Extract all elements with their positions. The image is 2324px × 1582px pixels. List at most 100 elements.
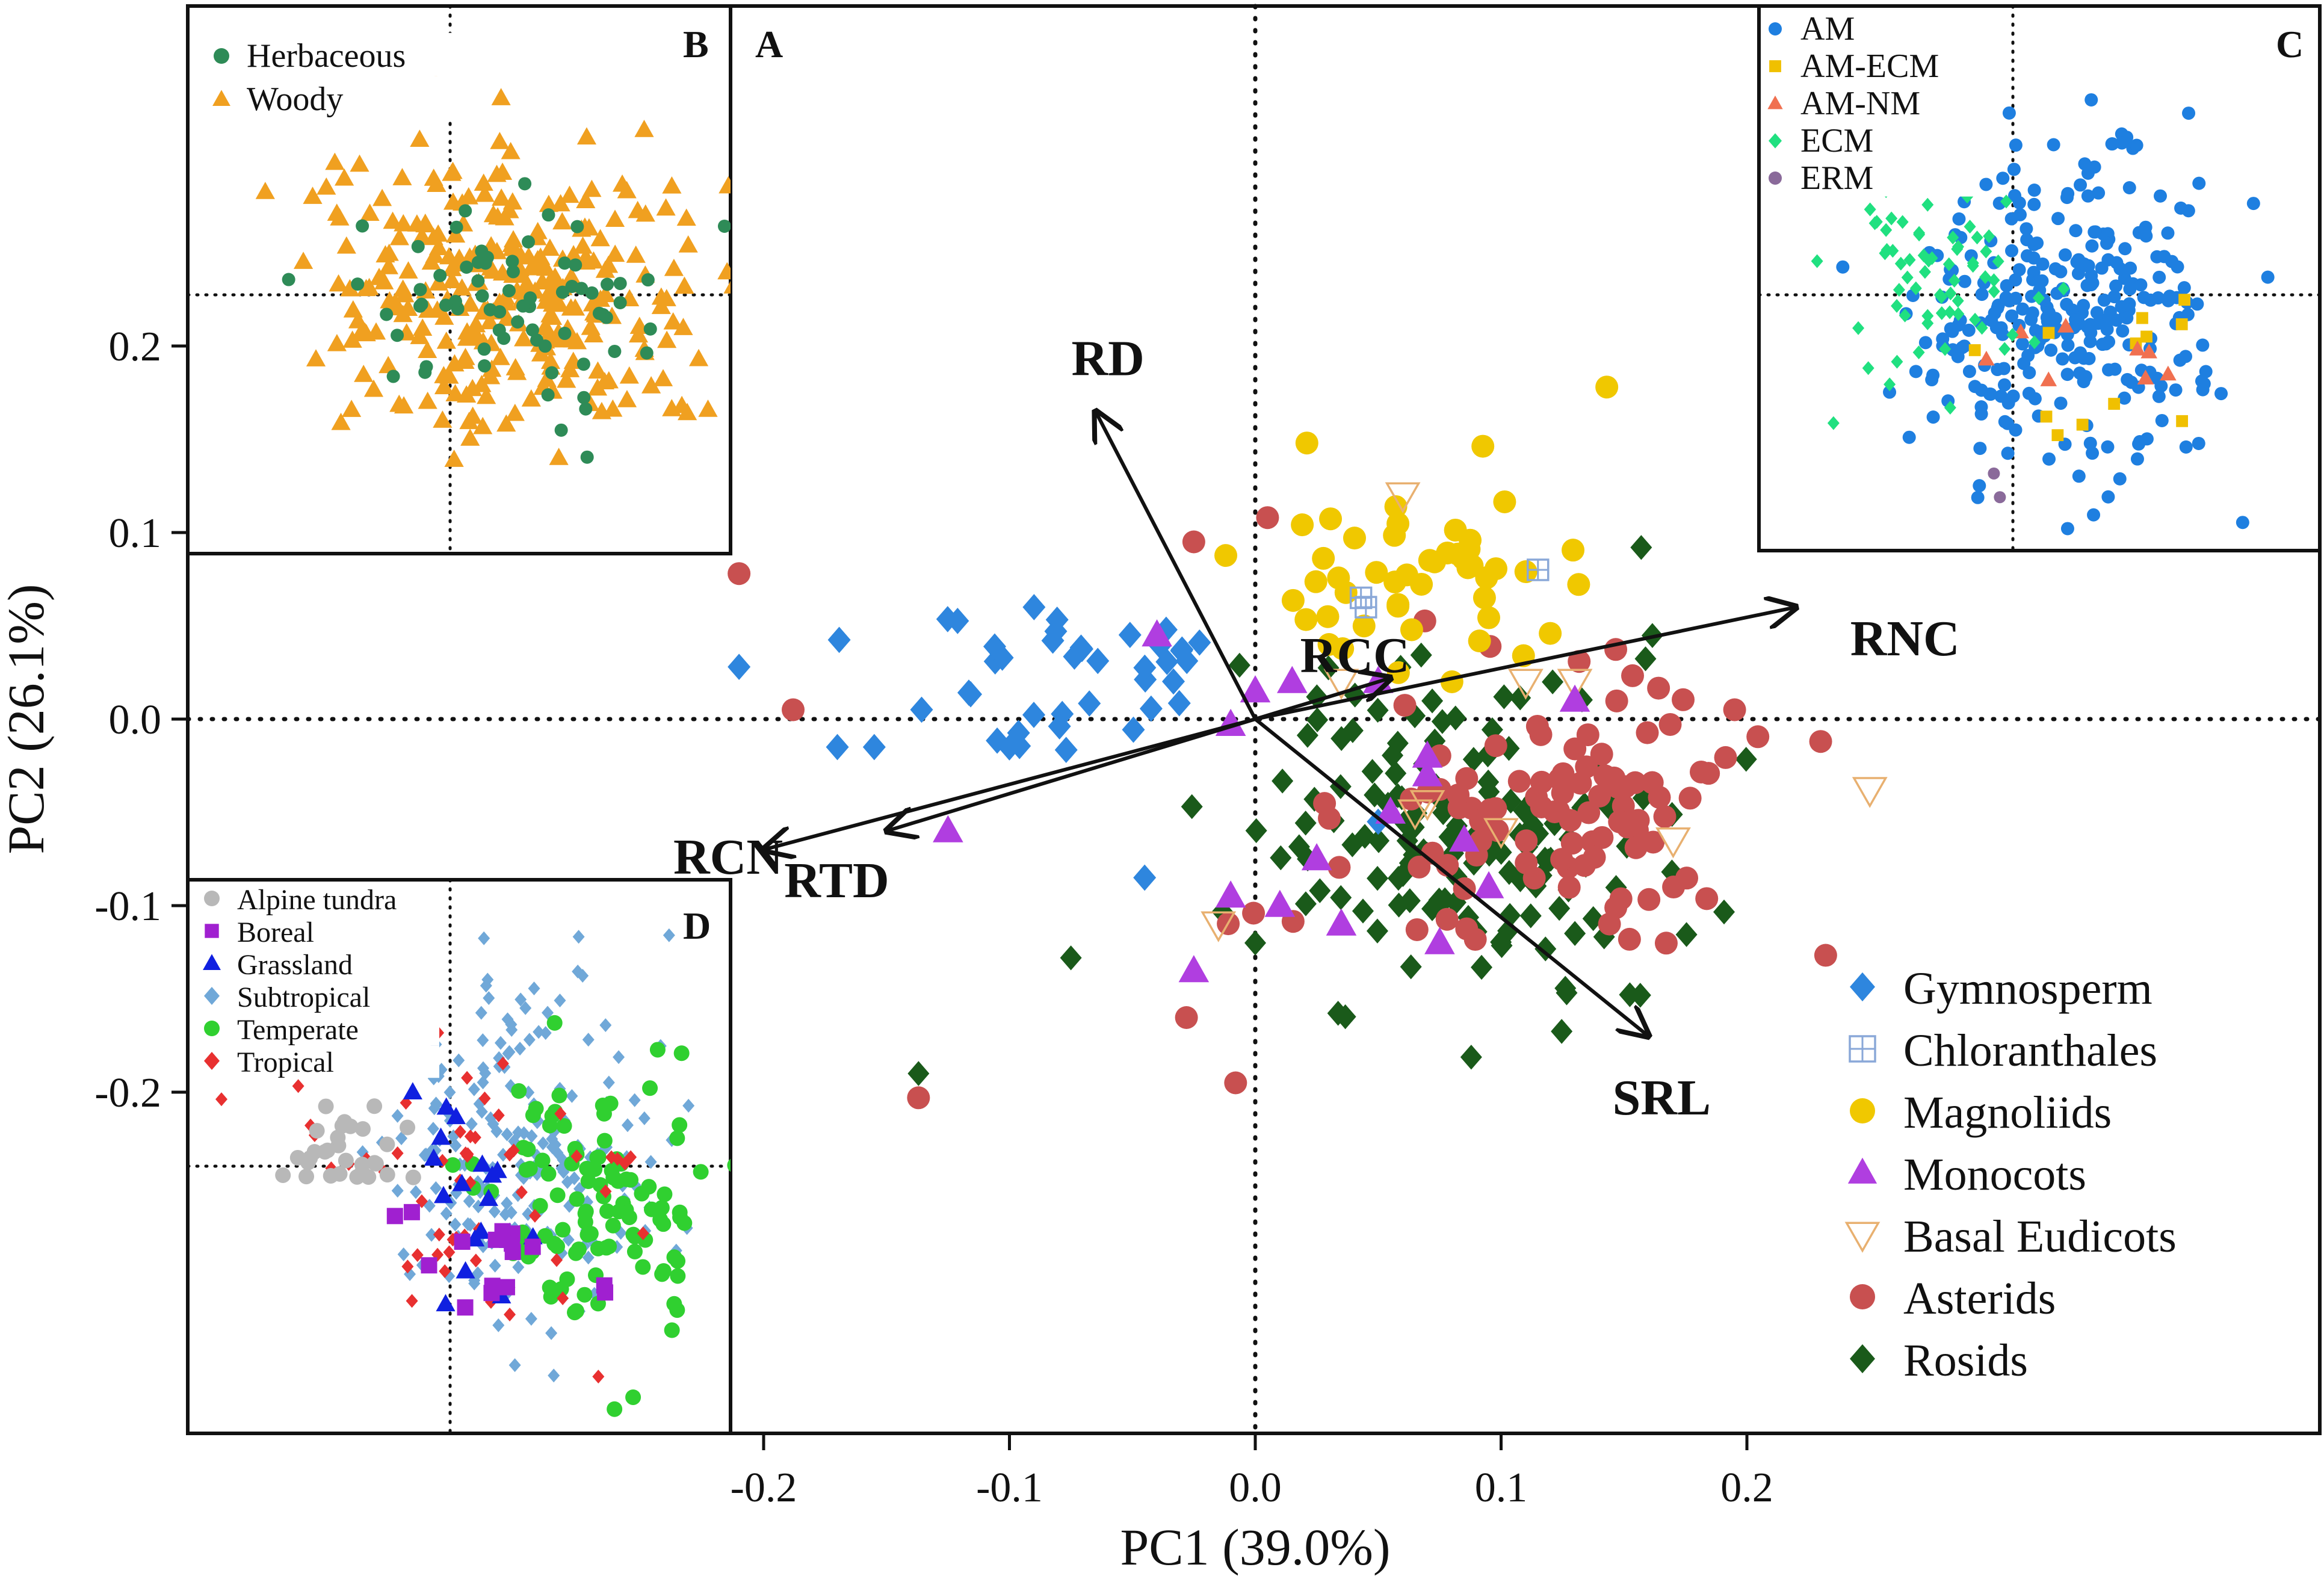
point-rosids [1713, 899, 1735, 925]
inset-b-points-point-herbaceous [570, 220, 584, 233]
point-gymnosperm [1167, 690, 1191, 717]
x-tick-label: -0.2 [731, 1465, 797, 1511]
inset-c-points-point-ecm [1942, 257, 1955, 271]
inset-d-points-point-temperate [625, 1389, 641, 1405]
inset-c-points-legend-marker-am-nm [1767, 95, 1783, 110]
inset-c-points-point-am [2261, 270, 2275, 284]
inset-c-points-point-am [2078, 157, 2092, 171]
inset-b-points-point-woody [372, 188, 392, 206]
inset-d-points-point-grassland [433, 1185, 454, 1203]
inset-c-points-point-am [2077, 259, 2091, 273]
inset-c-points-point-ecm [1921, 309, 1934, 323]
inset-d-points-point-boreal [457, 1299, 474, 1316]
inset-c-points-point-am [2033, 283, 2047, 297]
inset-d-points-legend-temperate: Temperate [199, 1013, 439, 1046]
inset-b-points-point-herbaceous [569, 258, 583, 272]
inset-c-points-point-am [2099, 337, 2113, 351]
point-rosids [1632, 785, 1654, 811]
inset-b-points-point-herbaceous [505, 255, 519, 268]
main-plot-layer [185, 4, 2322, 1436]
inset-b-points-point-woody [653, 369, 673, 386]
inset-c-points-point-am-ecm [2140, 330, 2152, 343]
inset-c-points-point-am-ecm [2040, 410, 2053, 423]
inset-b-points-point-woody [428, 224, 448, 242]
inset-b-points-point-herbaceous [439, 298, 453, 312]
point-monocots [1326, 908, 1357, 936]
inset-b-points-point-herbaceous [640, 346, 654, 360]
inset-d-points-point-grassland [446, 1107, 466, 1125]
point-asterids [1224, 1071, 1247, 1095]
inset-d-points-point-alpine-tundra [366, 1155, 383, 1171]
inset-d-points-point-alpine-tundra [366, 1098, 383, 1114]
inset-b-points-point-woody [395, 285, 415, 303]
inset-c-points-point-am [1979, 178, 1993, 191]
inset-b-points-point-woody [587, 378, 608, 396]
inset-c-points-legend-erm: ERM [1762, 159, 1979, 197]
inset-d-points-point-subtropical [539, 1026, 552, 1040]
inset-c-points-point-am-nm [2140, 343, 2157, 359]
inset-b-points-point-herbaceous [592, 306, 606, 320]
inset-c-points-point-am [2074, 178, 2088, 192]
inset-d-points-point-subtropical [546, 1140, 558, 1154]
inset-d-points-point-subtropical [572, 930, 585, 944]
point-monocots [1276, 666, 1308, 693]
inset-c-points-point-am [2090, 306, 2104, 320]
inset-d-points-point-tropical [504, 1308, 516, 1322]
inset-c-points-point-ecm [1969, 312, 1982, 327]
point-asterids [728, 562, 751, 586]
point-asterids [1640, 771, 1664, 794]
point-gymnosperm [1175, 647, 1199, 675]
inset-b-points-point-woody [444, 450, 464, 467]
point-asterids [1647, 676, 1670, 700]
inset-d-points-point-temperate [618, 1171, 634, 1187]
inset-c-points-legend-bg [1762, 159, 1979, 197]
inset-c-points-series-ecm [1793, 140, 2070, 430]
point-rosids [1228, 652, 1250, 678]
inset-b-points-point-woody [331, 412, 351, 430]
inset-d-points-point-tropical [292, 1079, 304, 1093]
inset-d-points-point-subtropical [566, 1089, 578, 1103]
inset-b-points-point-woody [495, 208, 515, 226]
inset-d-points-legend-label-temperate: Temperate [237, 1014, 359, 1046]
inset-c-points-point-am-ecm [2178, 294, 2191, 306]
inset-d-points-legend-marker-temperate [204, 1021, 220, 1036]
inset-b-points-point-woody [675, 276, 694, 294]
inset-d-points-point-temperate [601, 1238, 617, 1255]
inset-d-points-legend-marker-subtropical [204, 987, 220, 1005]
inset-d-points-point-alpine-tundra [405, 1169, 421, 1185]
point-asterids [1654, 932, 1678, 955]
inset-b-points-point-woody [501, 141, 521, 159]
point-gymnosperm [1022, 702, 1045, 728]
inset-b-points-point-woody [424, 168, 443, 186]
point-asterids [1175, 1006, 1198, 1029]
inset-d-points-point-temperate [626, 1243, 643, 1259]
inset-b-points-point-woody [536, 317, 555, 335]
point-rosids [1619, 982, 1641, 1007]
inset-c-points-point-am [2008, 189, 2022, 203]
inset-c-points-point-am [2113, 472, 2127, 486]
inset-d-points-point-subtropical [453, 1053, 465, 1068]
inset-c-points-point-am [2084, 93, 2098, 107]
legend-item-gymnosperm: Gymnosperm [1850, 963, 2152, 1014]
point-basal-eudicots [1201, 911, 1237, 942]
inset-d-points-point-tropical [492, 1108, 505, 1123]
legend-label-gymnosperm: Gymnosperm [1903, 963, 2152, 1014]
inset-b-points-point-woody [490, 132, 510, 149]
inset-c-points-point-ecm [1881, 243, 1893, 257]
point-rosids [1244, 930, 1266, 956]
panel-label-c: C [2276, 23, 2304, 66]
inset-c-points-point-am [2002, 294, 2016, 307]
point-asterids [1182, 530, 1205, 554]
point-gymnosperm [1086, 647, 1110, 675]
point-asterids [1678, 786, 1702, 810]
inset-b-points-point-woody [502, 235, 522, 252]
inset-b-points-point-woody [410, 327, 430, 344]
point-magnoliids [1304, 570, 1327, 593]
inset-b-points-point-woody [619, 366, 639, 384]
loading-arrow-rcc [1255, 678, 1391, 721]
inset-b-points-point-woody [626, 246, 646, 263]
inset-d-points-point-subtropical [462, 1217, 474, 1231]
inset-c-points-point-am [2027, 183, 2041, 197]
inset-d-points-legend-bg [199, 948, 439, 981]
point-chloranthales [1355, 596, 1377, 619]
